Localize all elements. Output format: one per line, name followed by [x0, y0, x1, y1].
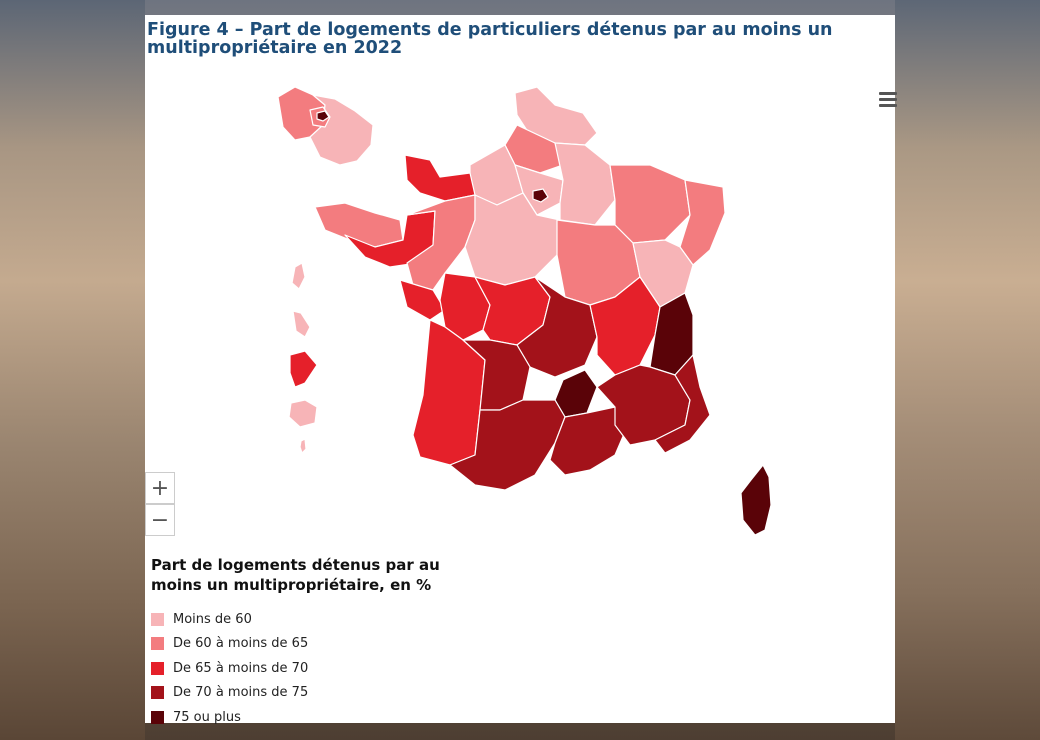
legend-item-0[interactable]: Moins de 60	[151, 607, 451, 632]
region-paris-inset[interactable]	[316, 110, 330, 122]
legend-item-1[interactable]: De 60 à moins de 65	[151, 632, 451, 657]
legend-item-2[interactable]: De 65 à moins de 70	[151, 656, 451, 681]
region-champagne[interactable]	[554, 142, 616, 226]
figure-title: Figure 4 – Part de logements de particul…	[147, 20, 833, 58]
legend: Part de logements détenus par au moins u…	[151, 555, 451, 730]
legend-item-3[interactable]: De 70 à moins de 75	[151, 681, 451, 706]
legend-swatch	[151, 637, 164, 651]
zoom-out-button[interactable]: −	[145, 504, 175, 536]
legend-label: Moins de 60	[173, 611, 252, 627]
region-reunion[interactable]	[288, 399, 318, 428]
background-right	[895, 0, 1040, 740]
legend-swatch	[151, 661, 164, 675]
hamburger-icon	[879, 92, 897, 95]
legend-label: De 65 à moins de 70	[173, 660, 309, 676]
region-rhone-alpes[interactable]	[589, 276, 661, 376]
zoom-in-button[interactable]: +	[145, 472, 175, 504]
region-guyane[interactable]	[289, 350, 318, 388]
legend-swatch	[151, 686, 164, 700]
legend-label: De 60 à moins de 65	[173, 636, 309, 652]
france-map[interactable]	[145, 15, 895, 535]
legend-swatch	[151, 710, 164, 724]
region-normandie-ouest[interactable]	[404, 154, 476, 202]
background-left	[0, 0, 145, 740]
figure-panel: Figure 4 – Part de logements de particul…	[145, 15, 897, 725]
region-pays-de-loire-coast[interactable]	[399, 279, 446, 321]
region-corse[interactable]	[740, 464, 772, 535]
region-centre[interactable]	[464, 192, 561, 286]
region-alpes-maritimes[interactable]	[654, 354, 711, 454]
legend-label: De 70 à moins de 75	[173, 685, 309, 701]
region-nord[interactable]	[514, 86, 598, 146]
region-languedoc[interactable]	[549, 406, 628, 476]
region-martinique[interactable]	[292, 310, 311, 338]
export-menu-button[interactable]	[879, 92, 897, 110]
region-guadeloupe[interactable]	[291, 262, 306, 290]
legend-swatch	[151, 612, 164, 626]
legend-title: Part de logements détenus par au moins u…	[151, 556, 440, 594]
region-pays-de-loire[interactable]	[406, 194, 476, 291]
legend-item-4[interactable]: 75 ou plus	[151, 705, 451, 730]
region-paris[interactable]	[532, 188, 549, 203]
legend-label: 75 ou plus	[173, 709, 241, 725]
region-alsace[interactable]	[679, 179, 726, 266]
region-auvergne[interactable]	[516, 276, 598, 378]
region-midi-pyrenees[interactable]	[449, 399, 566, 491]
region-mayotte[interactable]	[299, 438, 307, 454]
